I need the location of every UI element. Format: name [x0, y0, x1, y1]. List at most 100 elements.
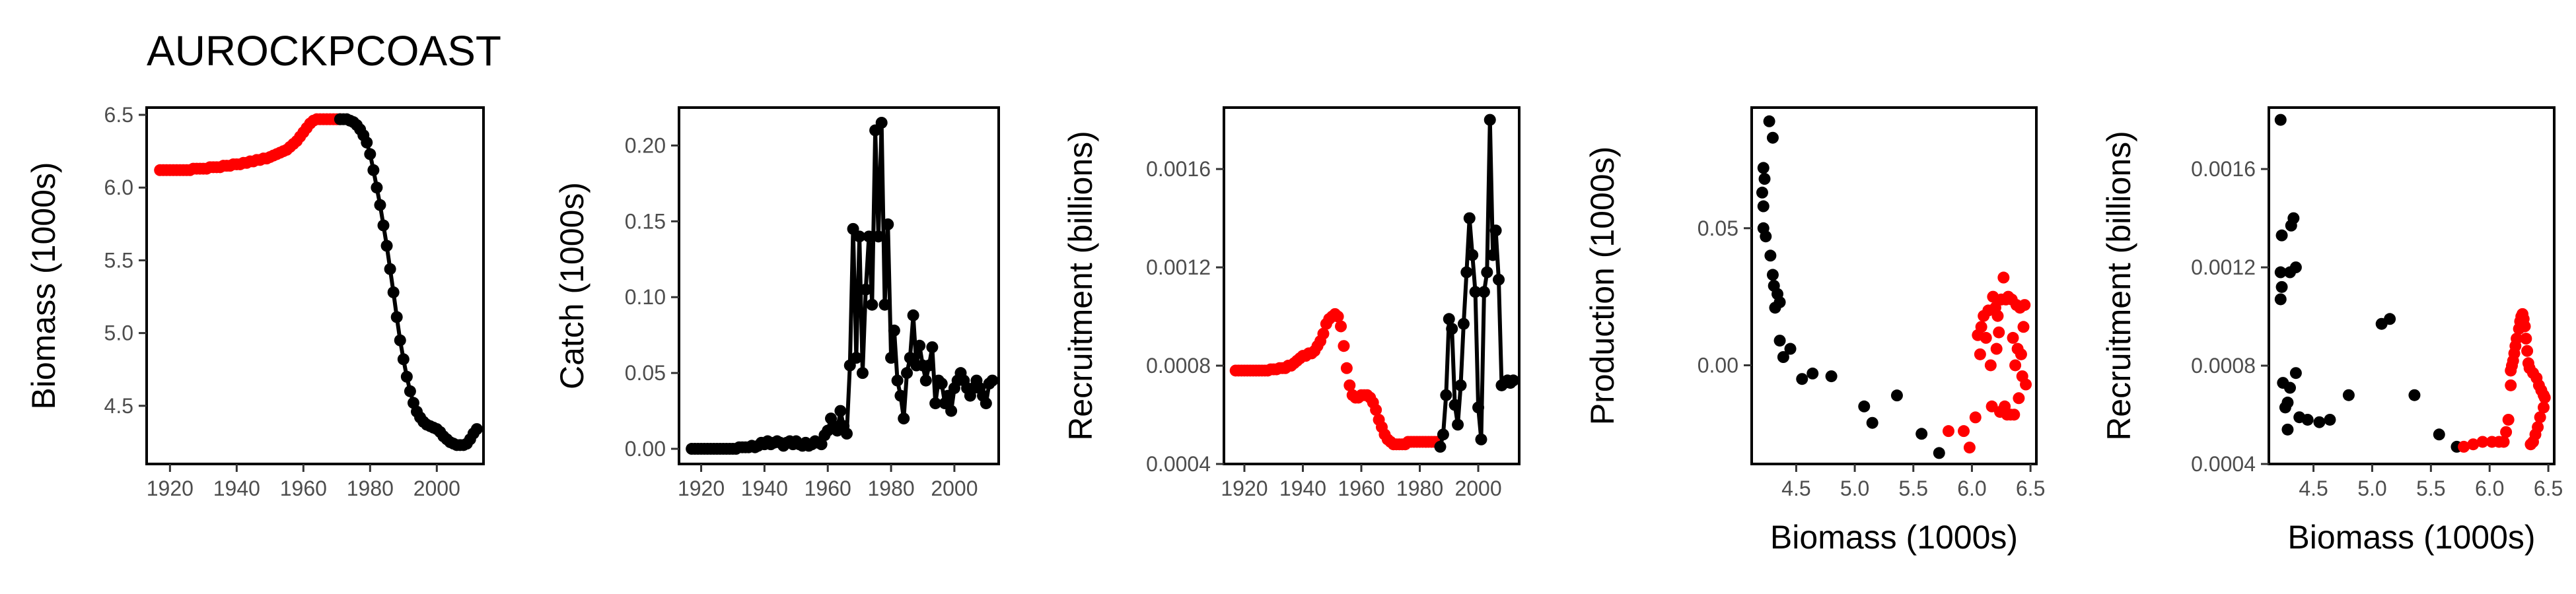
y-tick-label: 5.5	[104, 248, 133, 272]
data-point	[919, 374, 932, 387]
data-point	[1784, 343, 1797, 355]
data-point-early	[1335, 320, 1347, 333]
x-tick-label: 1920	[147, 477, 194, 500]
x-tick-label: 1940	[1279, 477, 1326, 500]
data-point	[935, 378, 948, 390]
data-point-early	[2007, 331, 2019, 344]
data-point	[2281, 423, 2294, 436]
plot-frame	[2268, 106, 2556, 465]
data-point	[1457, 317, 1470, 330]
data-point-early	[2467, 438, 2480, 451]
data-point-early	[1317, 327, 1330, 340]
data-point-early	[1975, 321, 1987, 333]
data-point	[1489, 224, 1502, 237]
data-point	[390, 311, 403, 323]
data-point	[394, 334, 406, 346]
data-point-early	[1343, 379, 1356, 391]
data-point	[374, 199, 386, 211]
data-point	[923, 359, 935, 372]
data-point	[891, 374, 904, 387]
y-tick-label: 0.15	[625, 209, 666, 233]
chart-recruitment-timeseries: 1920 1940 1960 1980 2000 0.0004 0.0008 0.0012 0.…	[1062, 106, 1521, 500]
data-point	[404, 385, 416, 397]
y-tick-label: 0.20	[625, 133, 666, 157]
data-point-early	[2009, 359, 2022, 372]
data-point	[1766, 131, 1779, 144]
data-point-early	[2538, 401, 2550, 414]
data-point-early	[2534, 411, 2546, 424]
data-point-early	[1997, 271, 2010, 284]
data-point	[878, 298, 891, 311]
x-tick-label: 2000	[931, 477, 978, 500]
data-point-early	[2015, 348, 2027, 360]
data-point	[2324, 413, 2336, 426]
x-tick-label: 1960	[1338, 477, 1384, 500]
data-point	[2281, 396, 2294, 409]
data-point-early	[2019, 299, 2031, 312]
data-point-early	[2020, 378, 2032, 391]
data-point	[1756, 186, 1768, 199]
data-point	[1858, 400, 1871, 412]
data-point	[1807, 367, 1819, 380]
data-point	[1434, 440, 1447, 453]
data-point-early	[1332, 310, 1344, 323]
y-tick-label: 0.05	[1698, 216, 1738, 240]
data-point	[894, 389, 907, 402]
data-point	[863, 230, 875, 243]
data-point-early	[1991, 310, 2004, 322]
data-point-early	[2519, 320, 2531, 333]
x-tick-label: 1960	[805, 477, 851, 500]
data-point	[1443, 313, 1455, 325]
data-point	[2289, 367, 2302, 380]
data-point	[866, 298, 878, 311]
data-point-early	[2538, 391, 2551, 404]
chart-biomass-timeseries: 1920 1940 1960 1980 2000 4.5 5.0 5.5 6.0 6.5 Bioma…	[25, 103, 485, 500]
data-point	[1478, 286, 1490, 298]
plot-frame	[678, 106, 1000, 465]
x-tick-label: 6.0	[2475, 477, 2504, 500]
data-point	[2274, 114, 2287, 126]
data-point	[364, 148, 376, 160]
chart-production-vs-biomass: 4.5 5.0 5.5 6.0 6.5 0.00 0.05 Production (1000s…	[1584, 106, 2045, 556]
y-tick-label: 5.0	[104, 321, 133, 345]
data-point	[2342, 389, 2355, 401]
data-point	[1825, 370, 1838, 383]
data-point	[888, 324, 900, 337]
data-point	[945, 405, 958, 417]
x-tick-label: 2000	[413, 477, 460, 500]
data-point	[834, 405, 847, 417]
x-tick-label: 6.0	[1957, 477, 1986, 500]
data-point	[397, 353, 410, 366]
data-point	[2274, 293, 2287, 306]
y-axis-title: Catch (1000s)	[554, 182, 590, 389]
series-line	[1438, 117, 1516, 449]
data-point	[387, 286, 400, 298]
data-point	[1764, 249, 1777, 262]
data-point-early	[2521, 345, 2534, 357]
data-point	[986, 374, 999, 387]
data-point	[1493, 273, 1505, 286]
data-point	[1472, 401, 1485, 414]
x-tick-label: 5.5	[2416, 477, 2445, 500]
data-point	[875, 116, 888, 129]
data-point	[1487, 249, 1499, 261]
data-point	[882, 218, 894, 230]
data-point	[2287, 212, 2300, 224]
data-point-early	[2520, 333, 2532, 345]
page-title: AUROCKPCOAST	[147, 27, 501, 75]
data-point	[1449, 399, 1461, 411]
x-tick-label: 1920	[1221, 477, 1268, 500]
data-point	[885, 352, 898, 364]
plot-frame	[145, 106, 485, 465]
data-point	[361, 136, 373, 148]
data-point	[2275, 229, 2288, 242]
data-point	[1866, 416, 1878, 429]
data-point	[1481, 266, 1493, 279]
data-point	[2275, 280, 2288, 293]
data-point	[1757, 200, 1770, 213]
data-point-early	[1969, 411, 1982, 424]
data-point	[1796, 373, 1808, 385]
data-point	[815, 438, 828, 451]
data-point-early	[2013, 392, 2025, 405]
